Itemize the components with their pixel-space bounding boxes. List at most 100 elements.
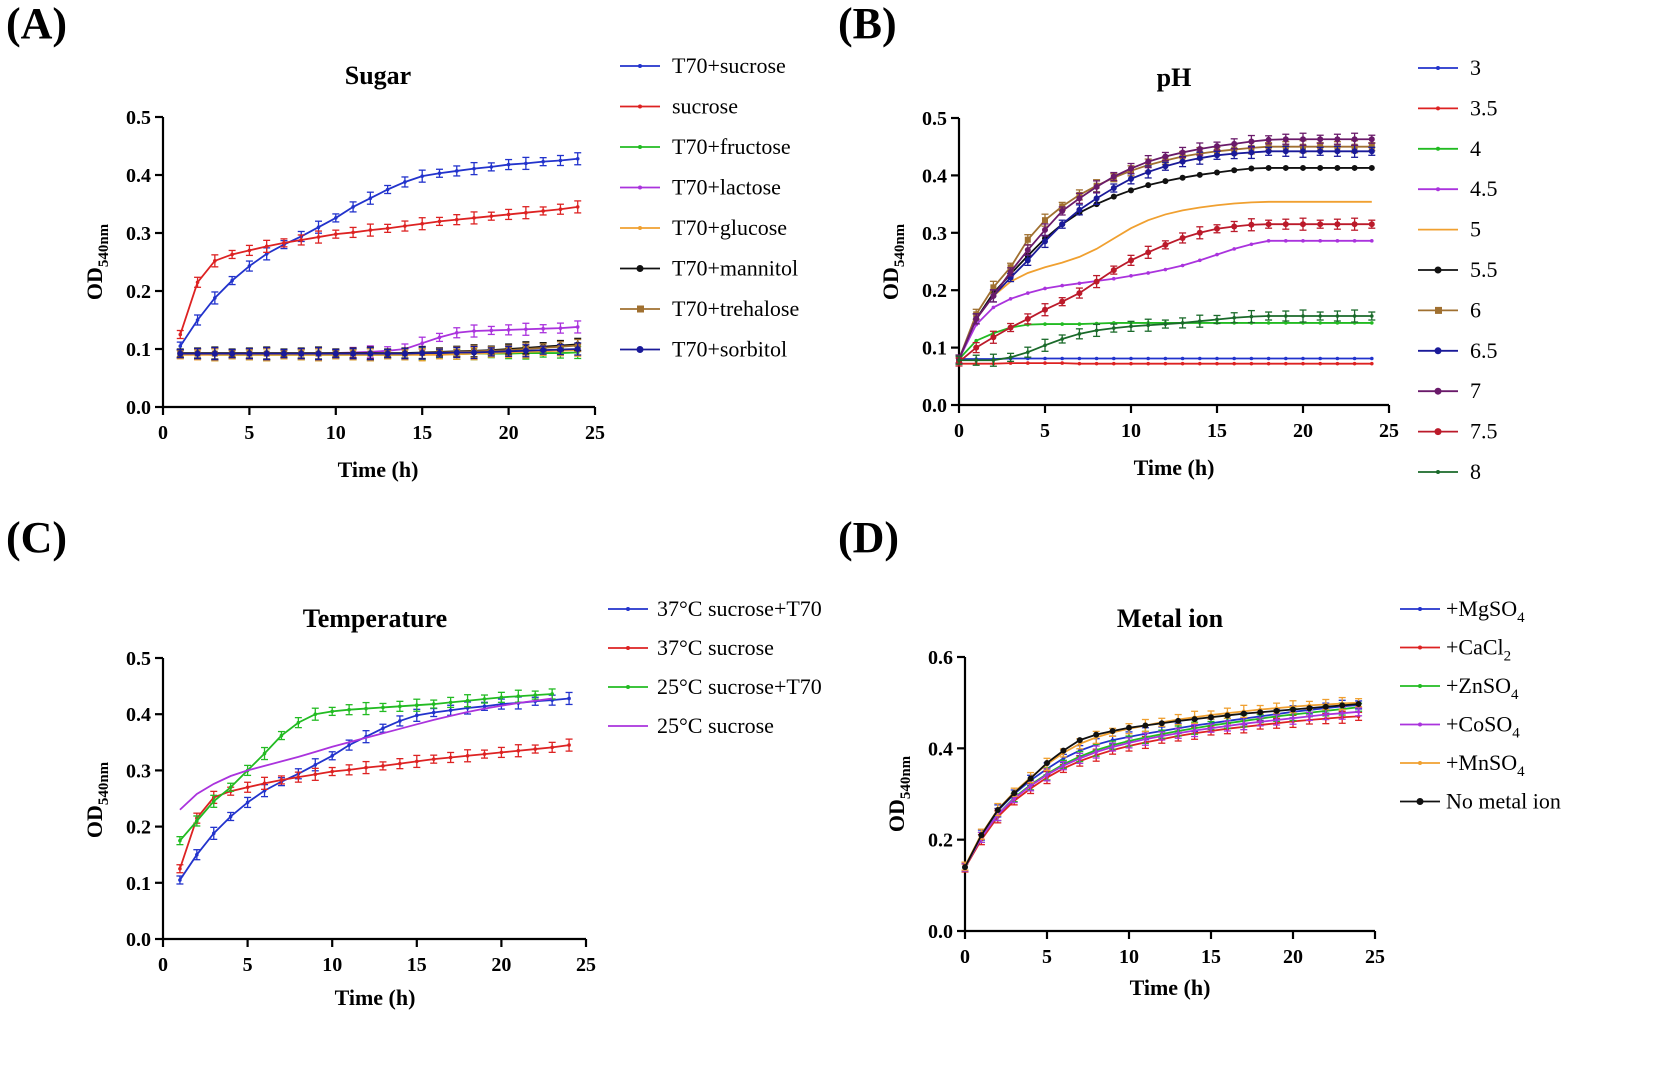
- x-tick-label: 5: [244, 422, 254, 444]
- series-line: [179, 697, 570, 881]
- data-point: [403, 224, 407, 228]
- data-point: [516, 748, 521, 753]
- data-point: [381, 705, 385, 710]
- data-point: [1240, 710, 1247, 717]
- data-point: [1300, 148, 1306, 155]
- data-point: [1076, 195, 1083, 202]
- data-point: [1060, 337, 1064, 341]
- data-point: [1266, 361, 1271, 366]
- data-point: [1007, 268, 1014, 275]
- data-point: [401, 350, 408, 357]
- data-point: [1146, 361, 1150, 366]
- data-point: [540, 347, 547, 354]
- data-point: [1060, 361, 1064, 365]
- data-point: [962, 864, 968, 871]
- data-point: [1180, 356, 1185, 361]
- data-point: [472, 216, 476, 220]
- data-point: [550, 692, 554, 696]
- data-point: [465, 698, 470, 703]
- data-point: [472, 329, 476, 333]
- y-axis-label: OD540nm: [884, 755, 914, 832]
- legend-entry: T70+fructose: [672, 134, 791, 159]
- data-point: [316, 225, 321, 229]
- legend-marker: [1418, 684, 1422, 688]
- legend-entry: 4: [1470, 136, 1481, 161]
- data-point: [1232, 361, 1236, 366]
- y-tick-label: 0.1: [126, 873, 151, 895]
- data-point: [1265, 164, 1272, 171]
- legend-entry: 7: [1470, 378, 1481, 403]
- data-point: [1146, 271, 1150, 275]
- data-point: [1301, 314, 1305, 318]
- y-tick-label: 0.0: [126, 397, 151, 419]
- data-point: [332, 350, 339, 357]
- y-tick-label: 0.0: [928, 921, 953, 943]
- legend-marker: [638, 226, 642, 230]
- data-point: [550, 745, 554, 750]
- data-point: [398, 719, 402, 723]
- data-point: [347, 768, 351, 772]
- data-point: [1370, 239, 1374, 243]
- data-point: [1112, 326, 1116, 330]
- data-point: [1028, 783, 1033, 788]
- data-point: [1129, 324, 1133, 329]
- data-point: [1011, 790, 1018, 797]
- x-tick-label: 5: [1042, 946, 1052, 968]
- data-point: [1317, 221, 1324, 228]
- data-point: [575, 156, 580, 161]
- legend-marker: [626, 646, 630, 650]
- legend-marker: [636, 265, 644, 272]
- data-point: [472, 166, 476, 171]
- panel-letter: (C): [6, 513, 67, 562]
- data-point: [1208, 714, 1214, 721]
- legend: 3 3.5 4 4.5 5 5.5 6 6.5 7 7.5 8: [1418, 55, 1498, 484]
- data-point: [1322, 703, 1329, 710]
- data-point: [1129, 361, 1133, 366]
- data-point: [245, 800, 250, 805]
- data-point: [1335, 239, 1340, 243]
- data-point: [298, 350, 305, 357]
- data-point: [1306, 705, 1313, 712]
- data-point: [1291, 716, 1295, 720]
- data-point: [1318, 321, 1322, 325]
- data-point: [1282, 136, 1289, 143]
- data-point: [1290, 706, 1296, 713]
- legend-marker: [638, 185, 642, 190]
- data-point: [1112, 276, 1116, 281]
- data-point: [1214, 225, 1220, 232]
- data-point: [488, 348, 495, 355]
- data-point: [990, 292, 997, 299]
- data-point: [195, 318, 200, 322]
- data-point: [1370, 314, 1374, 318]
- series-4: [961, 706, 1363, 872]
- data-point: [1282, 164, 1289, 171]
- y-tick-label: 0.3: [126, 760, 151, 782]
- data-point: [974, 338, 978, 343]
- data-point: [403, 180, 407, 184]
- data-point: [1110, 267, 1117, 274]
- data-point: [1042, 238, 1048, 245]
- legend-entry: 3: [1470, 55, 1481, 80]
- data-point: [178, 866, 182, 871]
- series-10: [955, 217, 1376, 367]
- data-point: [1214, 143, 1220, 150]
- data-point: [558, 326, 563, 330]
- legend-entry: T70+lactose: [672, 175, 781, 200]
- data-point: [1214, 169, 1220, 176]
- data-point: [1059, 207, 1066, 214]
- x-tick-label: 20: [499, 422, 519, 444]
- data-point: [1094, 750, 1098, 754]
- data-point: [1024, 257, 1031, 264]
- data-point: [1162, 163, 1169, 170]
- data-point: [330, 769, 335, 774]
- legend: +MgSO4 +CaCl2 +ZnSO4 +CoSO4 +MnSO4 No metal i…: [1400, 596, 1561, 814]
- data-point: [334, 216, 338, 220]
- x-tick-label: 10: [322, 954, 342, 976]
- legend-marker: [1436, 470, 1440, 474]
- x-axis-label: Time (h): [338, 457, 419, 482]
- data-point: [178, 344, 183, 348]
- data-point: [990, 284, 997, 291]
- series-11: [955, 309, 1376, 367]
- chart-panel-2: (B) pH 0.0 0.1 0.2 0.3 0.4 0.5 0 5 10 15 20 25 Time (h…: [838, 0, 1498, 484]
